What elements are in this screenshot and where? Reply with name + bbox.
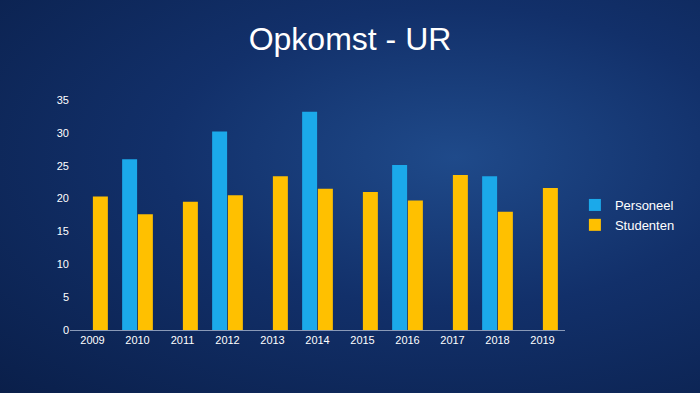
- svg-text:2009: 2009: [80, 334, 104, 346]
- svg-text:2010: 2010: [125, 334, 149, 346]
- svg-text:2015: 2015: [350, 334, 374, 346]
- svg-text:30: 30: [57, 127, 69, 139]
- svg-text:20: 20: [57, 192, 69, 204]
- svg-text:2011: 2011: [171, 334, 195, 346]
- svg-text:35: 35: [57, 94, 69, 106]
- svg-text:10: 10: [57, 258, 69, 270]
- svg-text:Opkomst - UR: Opkomst - UR: [249, 21, 452, 57]
- svg-text:2019: 2019: [530, 334, 554, 346]
- svg-text:Studenten: Studenten: [615, 218, 674, 233]
- svg-text:2018: 2018: [485, 334, 509, 346]
- svg-text:2012: 2012: [215, 334, 239, 346]
- svg-text:2017: 2017: [440, 334, 464, 346]
- svg-text:2014: 2014: [305, 334, 329, 346]
- svg-text:5: 5: [63, 291, 69, 303]
- svg-text:2013: 2013: [260, 334, 284, 346]
- svg-text:Personeel: Personeel: [615, 198, 674, 213]
- svg-text:15: 15: [57, 225, 69, 237]
- svg-text:2016: 2016: [395, 334, 419, 346]
- svg-text:25: 25: [57, 160, 69, 172]
- svg-text:0: 0: [63, 324, 69, 336]
